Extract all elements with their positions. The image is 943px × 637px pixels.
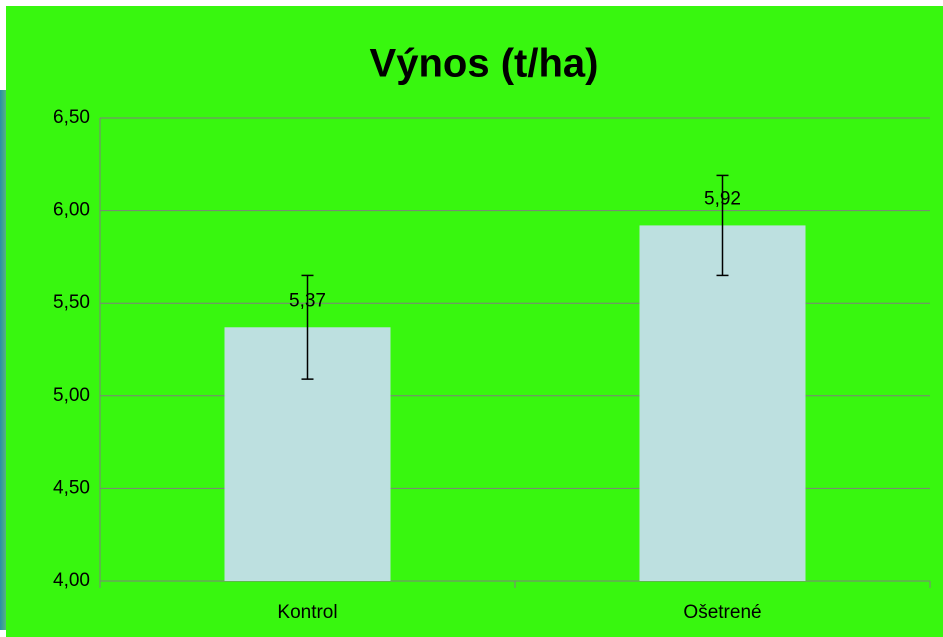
y-tick-label: 6,50 xyxy=(53,107,90,128)
bar xyxy=(640,225,806,581)
chart-title: Výnos (t/ha) xyxy=(370,42,599,86)
x-tick-label: Ošetrené xyxy=(683,602,761,623)
chart: Výnos (t/ha) 4,00 4,50 5,00 5,50 6,00 6,50 5,3… xyxy=(0,0,943,637)
value-label: 5,92 xyxy=(704,188,741,209)
x-tick-label: Kontrol xyxy=(277,602,337,623)
y-tick-label: 5,00 xyxy=(53,385,90,406)
y-tick-label: 5,50 xyxy=(53,292,90,313)
y-tick-label: 4,50 xyxy=(53,477,90,498)
y-tick-label: 6,00 xyxy=(53,200,90,221)
page: Výnos (t/ha) 4,00 4,50 5,00 5,50 6,00 6,50 5,3… xyxy=(0,0,943,637)
value-label: 5,37 xyxy=(289,290,326,311)
y-tick-label: 4,00 xyxy=(53,570,90,591)
